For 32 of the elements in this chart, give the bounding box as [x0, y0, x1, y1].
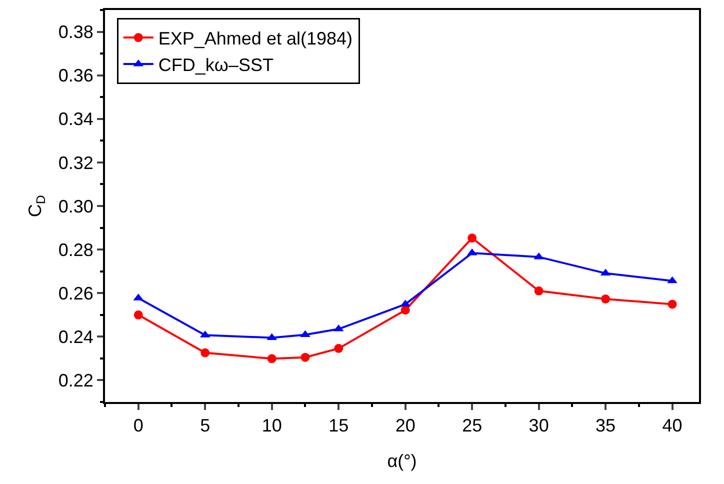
- y-tick-label: 0.36: [58, 66, 94, 86]
- x-tick-label: 10: [262, 416, 282, 436]
- x-axis-title: α(°): [387, 451, 417, 471]
- point: [300, 352, 310, 362]
- x-tick-label: 40: [662, 416, 682, 436]
- point: [400, 306, 410, 315]
- point: [267, 354, 276, 364]
- legend-label: CFD_kω–SST: [158, 54, 274, 75]
- point: [534, 286, 544, 296]
- x-tick-label: 35: [596, 416, 616, 436]
- point: [468, 234, 477, 243]
- point: [200, 348, 210, 358]
- x-tick-label: 30: [528, 416, 549, 436]
- y-tick-label: 0.22: [58, 370, 94, 391]
- y-tick-label: 0.34: [58, 109, 94, 130]
- point: [667, 276, 678, 284]
- y-tick-label: 0.26: [58, 283, 94, 304]
- point: [668, 300, 677, 309]
- y-tick-label: 0.32: [58, 152, 94, 173]
- point: [601, 294, 610, 304]
- x-tick-label: 0: [133, 416, 144, 436]
- x-tick-label: 25: [462, 416, 482, 436]
- point: [134, 310, 143, 320]
- point: [334, 344, 344, 353]
- legend-label: EXP_Ahmed et al(1984): [158, 28, 353, 49]
- y-tick-label: 0.28: [58, 240, 94, 260]
- y-tick-label: 0.24: [58, 326, 94, 347]
- x-tick-label: 5: [200, 416, 210, 436]
- x-tick-label: 15: [328, 416, 349, 436]
- y-tick-label: 0.38: [58, 22, 94, 42]
- x-tick-label: 20: [395, 416, 416, 436]
- y-tick-label: 0.30: [58, 196, 94, 216]
